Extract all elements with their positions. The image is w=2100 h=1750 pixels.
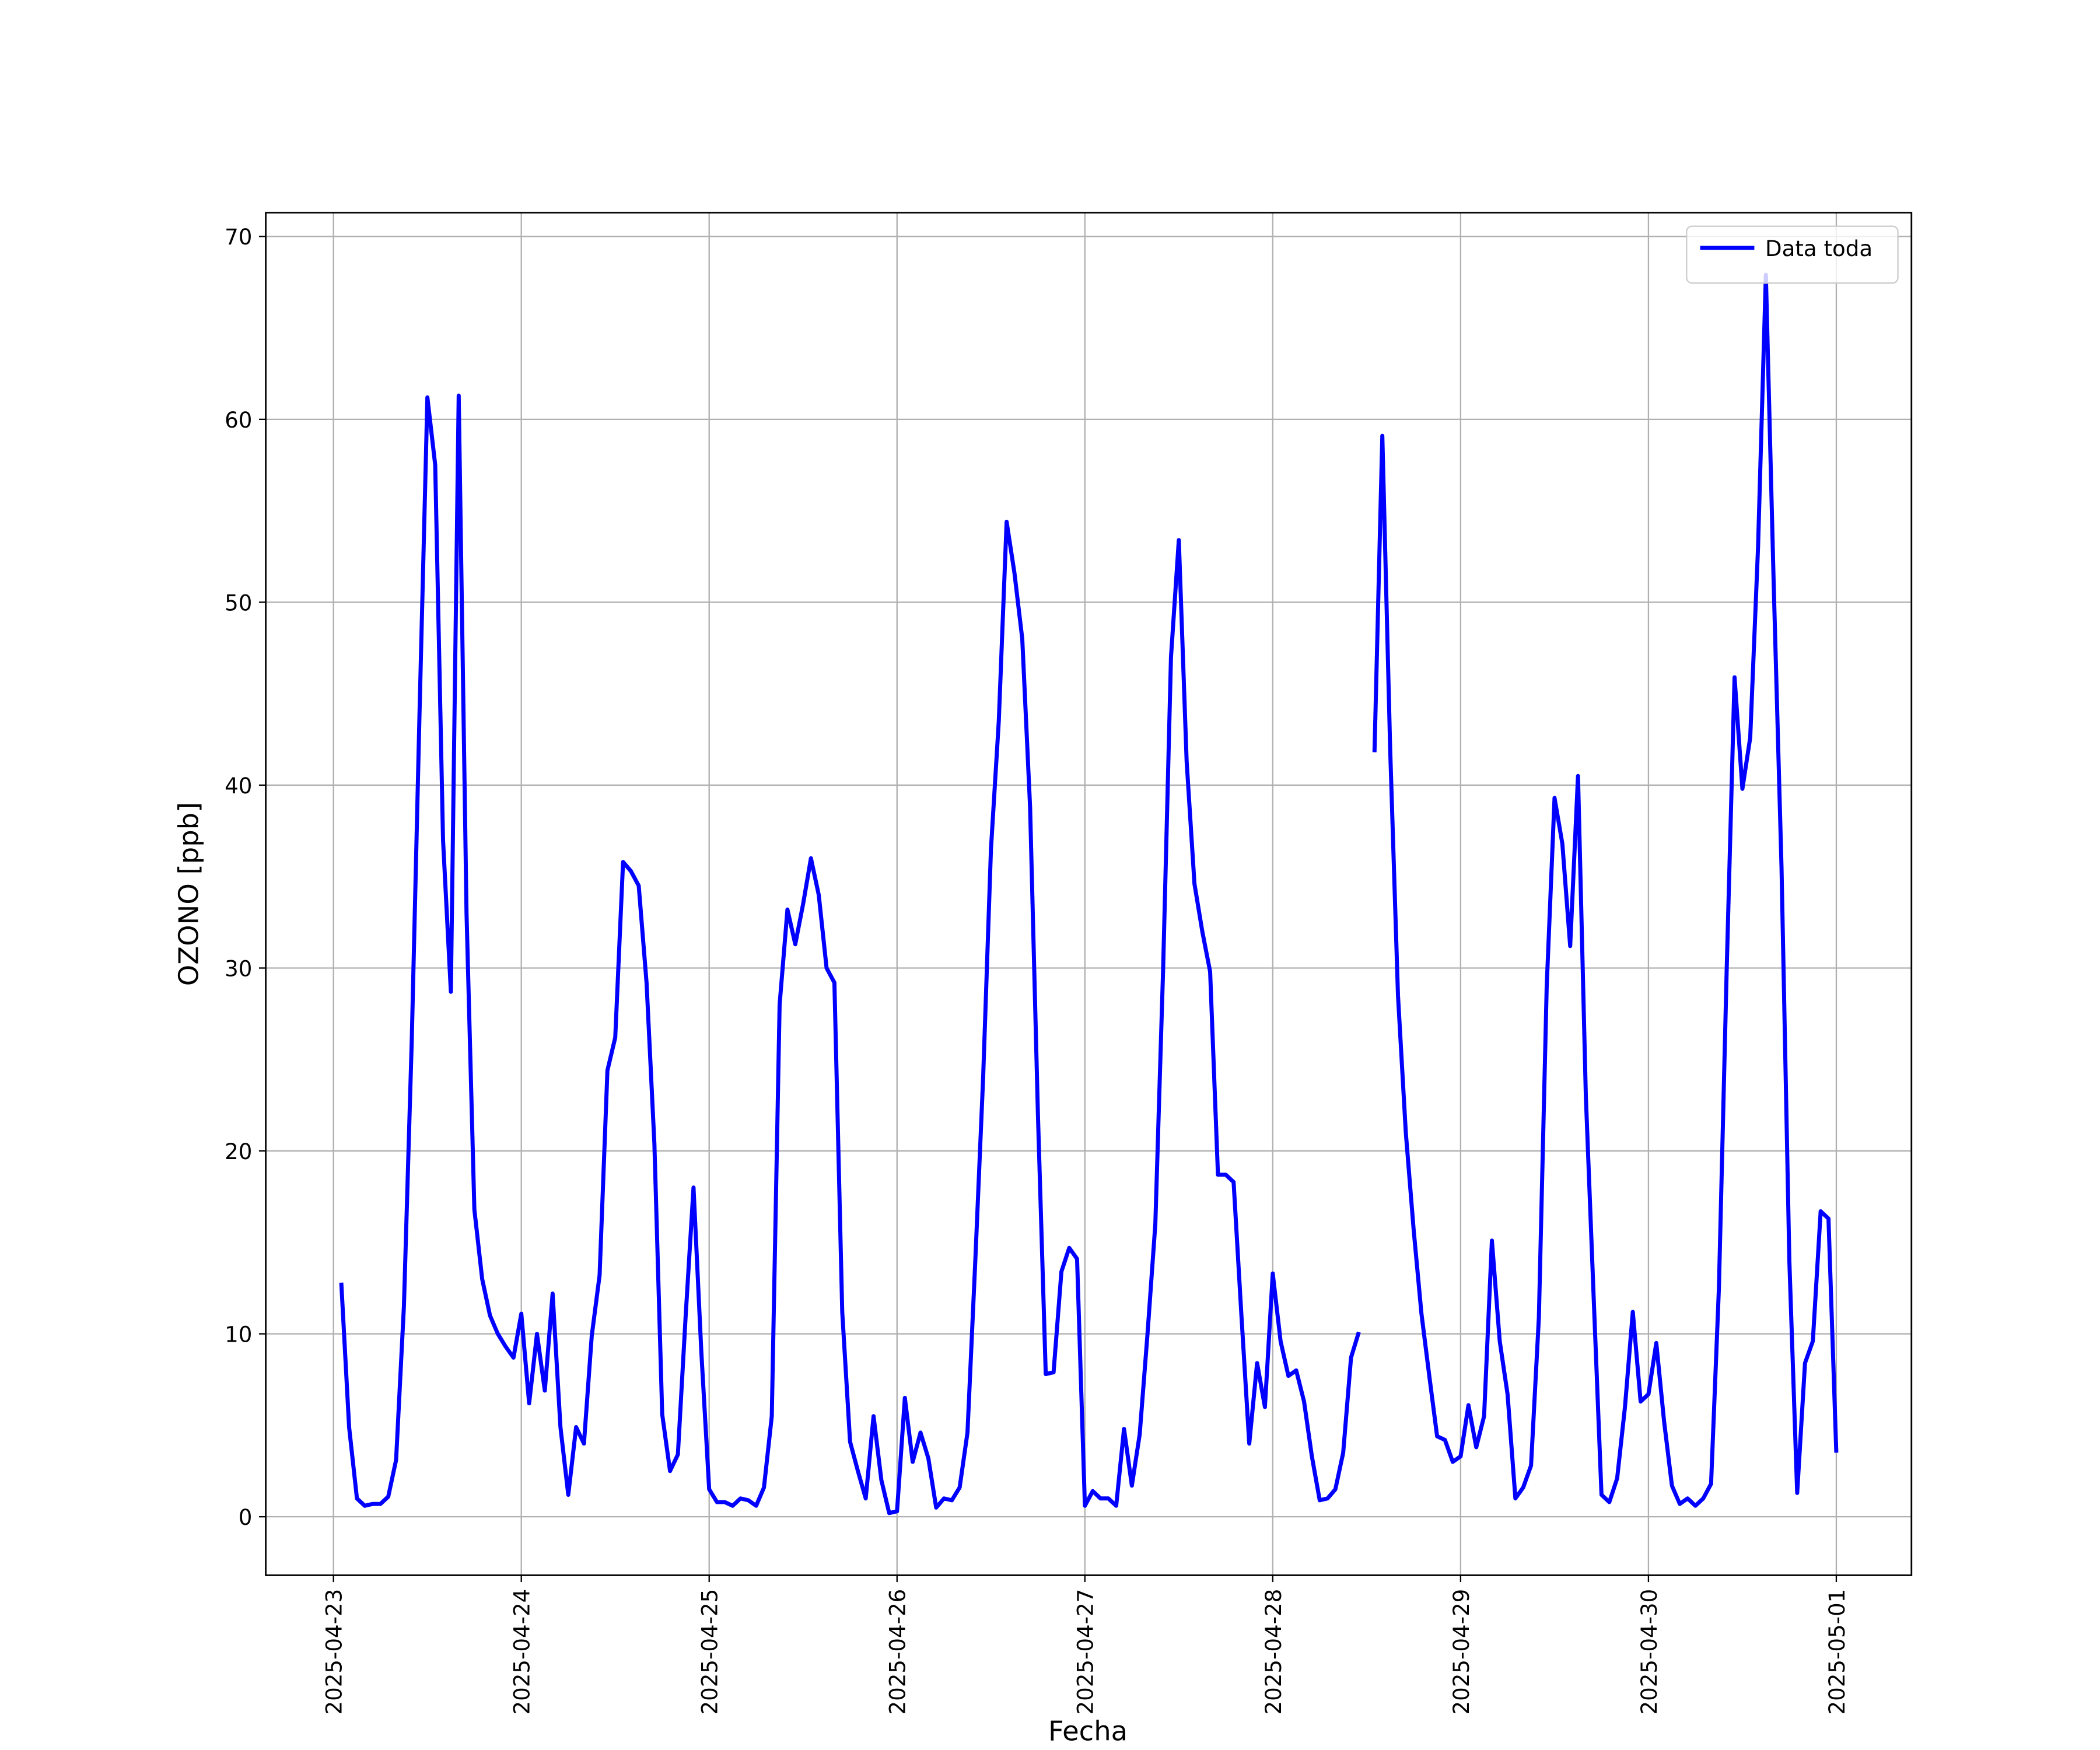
legend-label: Data toda [1765, 236, 1873, 261]
x-tick-label: 2025-04-29 [1449, 1589, 1474, 1715]
data-line [339, 272, 1839, 1516]
x-tick-label: 2025-04-26 [886, 1589, 911, 1715]
x-tick-label: 2025-04-25 [698, 1589, 723, 1715]
legend-box [1686, 225, 1899, 284]
x-tick-label: 2025-05-01 [1825, 1589, 1850, 1715]
y-axis-label: OZONO [ppb] [173, 802, 204, 986]
x-tick-label: 2025-04-24 [510, 1589, 535, 1715]
y-tick-label: 40 [225, 774, 252, 799]
y-tick-label: 10 [225, 1322, 252, 1348]
legend: Data toda [1686, 225, 1899, 284]
y-tick-label: 20 [225, 1139, 252, 1164]
x-tick-label: 2025-04-30 [1637, 1589, 1662, 1715]
plot-frame [265, 212, 1913, 1576]
y-tick-label: 30 [225, 956, 252, 981]
y-tick-label: 0 [239, 1505, 253, 1530]
x-axis-label: Fecha [1048, 1716, 1128, 1747]
x-tick-label: 2025-04-23 [322, 1589, 347, 1715]
y-tick-label: 70 [225, 225, 252, 250]
y-tick-label: 50 [225, 590, 252, 615]
x-tick-label: 2025-04-28 [1261, 1589, 1286, 1715]
y-tick-label: 60 [225, 408, 252, 433]
x-tick-label: 2025-04-27 [1073, 1589, 1098, 1715]
